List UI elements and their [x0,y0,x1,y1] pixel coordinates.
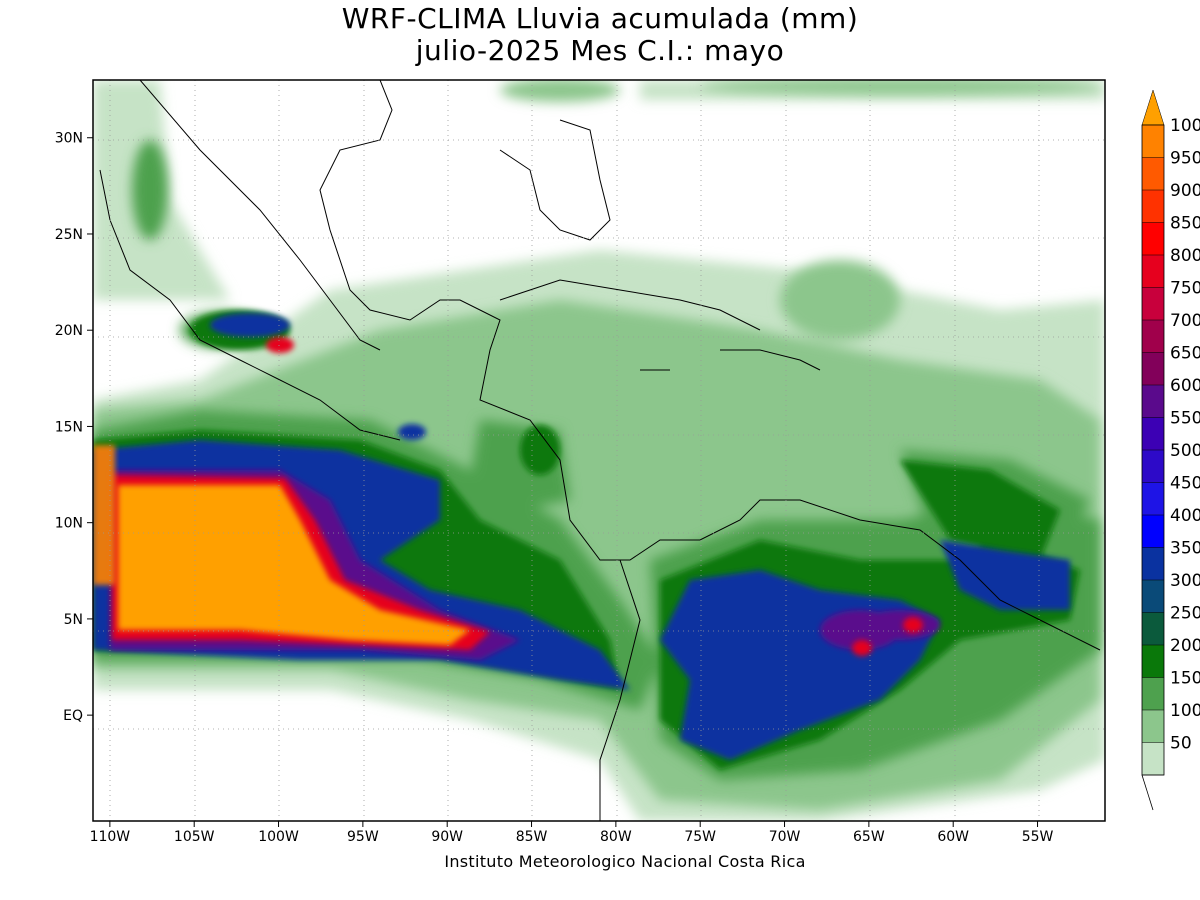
colorbar-label: 750 [1170,279,1200,299]
lon-tick-label: 85W [516,829,548,845]
coastlines [99,80,1101,821]
colorbar-swatch [1142,417,1164,450]
colorbar-swatch [1142,580,1164,613]
colorbar-swatch [1142,125,1164,158]
colorbar-label: 50 [1170,734,1192,754]
lon-tick-label: 90W [431,829,463,845]
plot-frame [92,79,1106,822]
colorbar-swatch [1142,742,1164,775]
latitude-axis: 30N 25N 20N 15N 10N 5N EQ [55,131,93,724]
lon-tick-label: 80W [600,829,632,845]
colorbar-swatch [1142,547,1164,580]
colorbar-label: 450 [1170,474,1200,494]
graticule [93,80,1105,821]
colorbar-label: 900 [1170,181,1200,201]
colorbar-label: 150 [1170,669,1200,689]
lat-tick-label: EQ [63,708,83,724]
lon-tick-label: 70W [769,829,801,845]
map-title-line-1: WRF-CLIMA Lluvia acumulada (mm) [341,2,859,35]
map-title-line-2: julio-2025 Mes C.I.: mayo [415,34,785,67]
colorbar-swatch [1142,385,1164,418]
lon-tick-label: 65W [853,829,885,845]
colorbar-label: 500 [1170,441,1200,461]
colorbar-label: 700 [1170,311,1200,331]
lat-tick-label: 25N [55,227,83,243]
colorbar-label: 800 [1170,246,1200,266]
colorbar-swatch [1142,320,1164,353]
colorbar-swatch [1142,450,1164,483]
lon-tick-label: 60W [937,829,969,845]
colorbar-label: 550 [1170,409,1200,429]
colorbar-label: 650 [1170,344,1200,364]
colorbar-label: 350 [1170,539,1200,559]
colorbar-swatch [1142,482,1164,515]
lon-tick-label: 55W [1022,829,1054,845]
colorbar-under-arrow [1141,774,1154,811]
colorbar-label: 250 [1170,604,1200,624]
colorbar-swatch [1142,255,1164,288]
lat-tick-label: 10N [55,516,83,532]
colorbar-swatch [1142,515,1164,548]
longitude-axis: 110W 105W 100W 95W 90W 85W 80W 75W 70W 65W 60W 55W [90,821,1054,845]
color-legend: 50 100 150 200 250 300 350 400 450 500 550 600 650 70… [1141,89,1200,811]
lon-tick-label: 100W [258,829,299,845]
lat-tick-label: 30N [55,131,83,147]
lon-tick-label: 95W [347,829,379,845]
colorbar-swatch [1142,190,1164,223]
lon-tick-label: 75W [684,829,716,845]
colorbar-swatch [1142,287,1164,320]
lat-tick-label: 20N [55,323,83,339]
colorbar-swatch [1142,710,1164,743]
colorbar-label: 200 [1170,636,1200,656]
colorbar-swatch [1142,677,1164,710]
colorbar-label: 300 [1170,571,1200,591]
colorbar-frame [1141,124,1165,776]
colorbar-label: 600 [1170,376,1200,396]
colorbar-label: 850 [1170,214,1200,234]
lat-tick-label: 5N [64,612,83,628]
lat-tick-label: 15N [55,419,83,435]
colorbar-label: 950 [1170,149,1200,169]
colorbar-label: 1000 [1170,116,1200,136]
colorbar-over-arrow [1141,89,1165,126]
colorbar-swatch [1142,612,1164,645]
institution-credit: Instituto Meteorologico Nacional Costa R… [444,852,806,871]
lon-tick-label: 110W [90,829,131,845]
colorbar-label: 400 [1170,506,1200,526]
colorbar-swatch [1142,645,1164,678]
colorbar-label: 100 [1170,701,1200,721]
colorbar-swatch [1142,222,1164,255]
colorbar-swatch [1142,157,1164,190]
lon-tick-label: 105W [174,829,215,845]
colorbar-swatch [1142,352,1164,385]
precipitation-field [93,80,1105,821]
